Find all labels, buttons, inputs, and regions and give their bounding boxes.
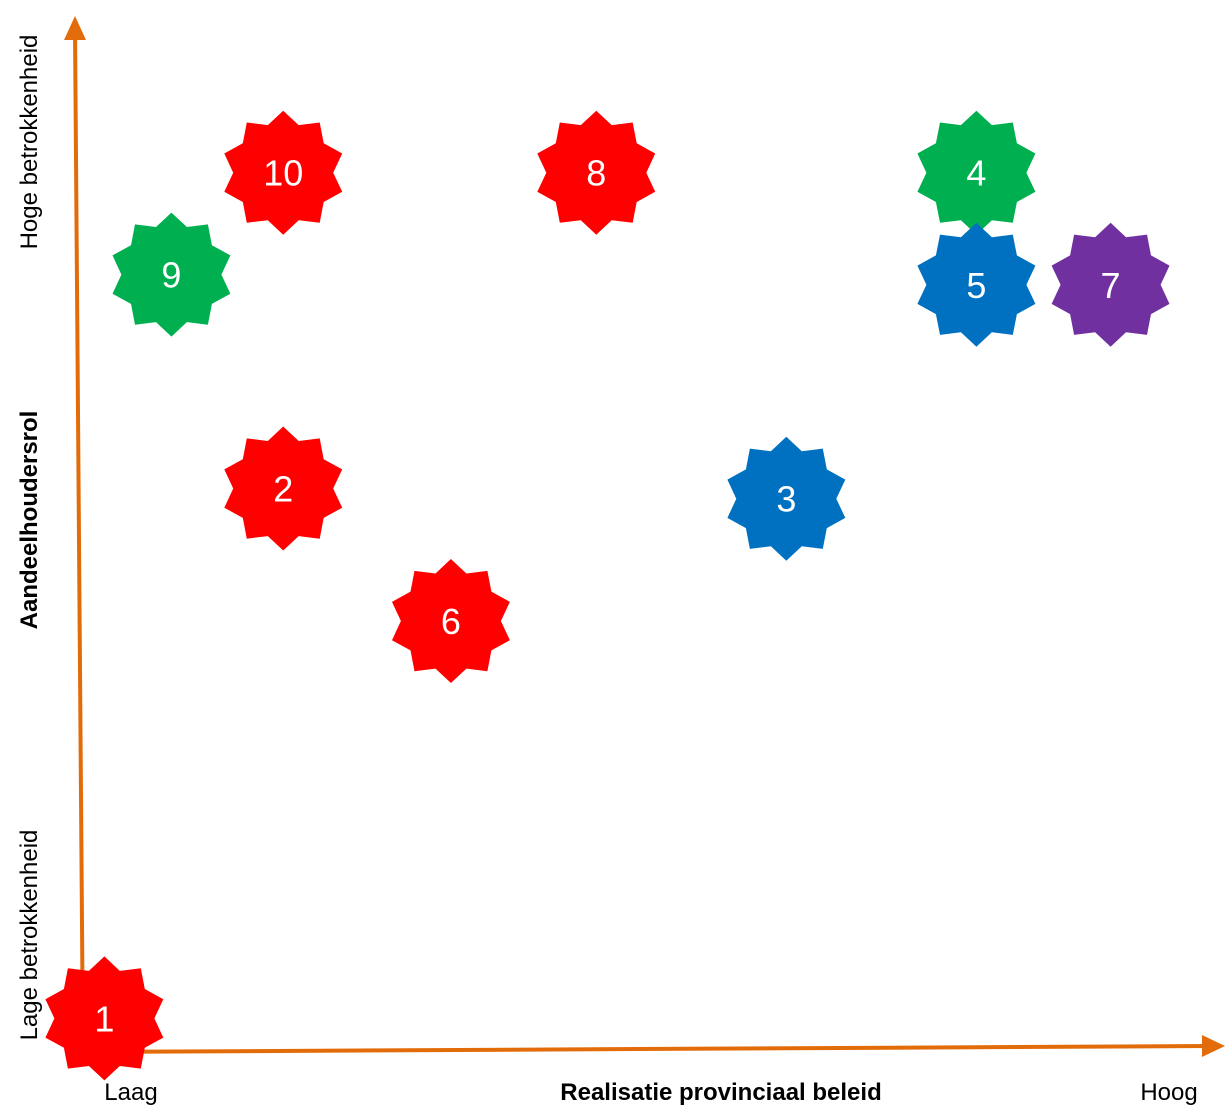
point-1: 1 bbox=[45, 956, 164, 1081]
axes bbox=[64, 16, 1225, 1057]
x-high-label: Hoog bbox=[1140, 1079, 1197, 1106]
y-axis-arrow bbox=[73, 29, 85, 1053]
point-marker bbox=[224, 110, 343, 235]
point-marker bbox=[224, 426, 343, 551]
point-4: 4 bbox=[917, 110, 1036, 235]
point-2: 2 bbox=[224, 426, 343, 551]
y-axis-arrowhead bbox=[64, 16, 86, 40]
x-low-label: Laag bbox=[104, 1079, 157, 1106]
point-5: 5 bbox=[917, 222, 1036, 347]
y-low-label: Lage betrokkenheid bbox=[16, 830, 43, 1041]
point-marker bbox=[917, 110, 1036, 235]
point-marker bbox=[112, 212, 231, 337]
point-label: 8 bbox=[586, 153, 606, 194]
point-8: 8 bbox=[537, 110, 656, 235]
point-label: 6 bbox=[441, 601, 461, 642]
point-marker bbox=[392, 559, 510, 683]
y-axis-title: Aandeelhoudersrol bbox=[16, 411, 43, 630]
point-9: 9 bbox=[112, 212, 231, 337]
point-label: 3 bbox=[776, 479, 796, 520]
point-marker bbox=[537, 110, 656, 235]
x-axis-title: Realisatie provinciaal beleid bbox=[560, 1079, 881, 1106]
axis-labels: Laag Realisatie provinciaal beleid Hoog … bbox=[16, 35, 1198, 1106]
point-label: 2 bbox=[273, 469, 293, 510]
x-axis-arrow bbox=[80, 1044, 1211, 1054]
point-10: 10 bbox=[224, 110, 343, 235]
point-label: 4 bbox=[966, 153, 986, 194]
point-marker bbox=[1051, 222, 1170, 347]
point-6: 6 bbox=[392, 559, 510, 683]
point-label: 1 bbox=[94, 998, 114, 1039]
x-axis-arrowhead bbox=[1202, 1035, 1225, 1057]
point-label: 5 bbox=[966, 265, 986, 306]
point-label: 9 bbox=[161, 255, 181, 296]
point-marker bbox=[917, 222, 1036, 347]
point-3: 3 bbox=[727, 436, 846, 561]
points: 1 2 3 4 5 6 7 8 9 10 bbox=[45, 110, 1170, 1081]
point-label: 7 bbox=[1101, 265, 1121, 306]
y-high-label: Hoge betrokkenheid bbox=[16, 35, 43, 250]
point-marker bbox=[45, 956, 164, 1081]
point-label: 10 bbox=[263, 153, 303, 194]
point-marker bbox=[727, 436, 846, 561]
point-7: 7 bbox=[1051, 222, 1170, 347]
